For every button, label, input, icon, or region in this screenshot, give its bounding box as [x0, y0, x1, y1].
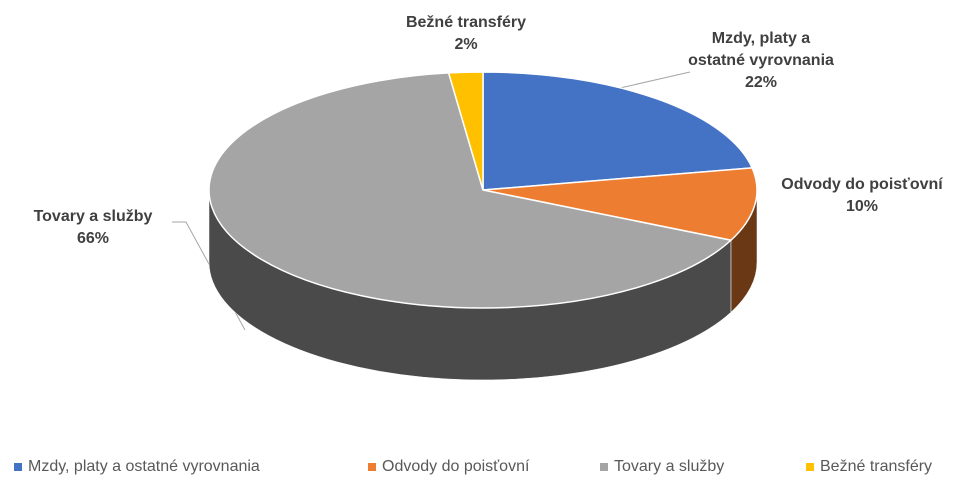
legend-swatch	[368, 463, 376, 471]
label-category: Mzdy, platy a ostatné vyrovnania	[688, 30, 834, 69]
legend-swatch	[14, 463, 22, 471]
legend-text: Odvody do poisťovní	[382, 458, 530, 475]
slice	[447, 71, 484, 191]
legend-item: Bežné transféry	[806, 458, 932, 476]
slice	[208, 72, 733, 309]
label-category: Bežné transféry	[405, 14, 527, 31]
slice	[482, 167, 758, 242]
label-value: 22%	[744, 74, 778, 91]
label-value: 2%	[454, 36, 478, 53]
legend-swatch	[806, 463, 814, 471]
data-label: Tovary a služby 66%	[8, 206, 178, 250]
label-category: Odvody do poisťovní	[781, 176, 943, 193]
data-label: Bežné transféry 2%	[376, 12, 556, 56]
legend-item: Odvody do poisťovní	[368, 458, 529, 476]
slice	[482, 71, 754, 191]
leader-line	[619, 71, 691, 89]
label-value: 66%	[76, 230, 110, 247]
legend-swatch	[600, 463, 608, 471]
legend-text: Tovary a služby	[614, 458, 725, 475]
data-label: Mzdy, platy a ostatné vyrovnania 22%	[686, 28, 836, 94]
label-value: 10%	[845, 198, 879, 215]
data-label: Odvody do poisťovní 10%	[752, 174, 965, 218]
legend-item: Tovary a služby	[600, 458, 724, 476]
legend-text: Mzdy, platy a ostatné vyrovnania	[28, 458, 260, 475]
legend-text: Bežné transféry	[820, 458, 933, 475]
legend-item: Mzdy, platy a ostatné vyrovnania	[14, 458, 260, 476]
label-category: Tovary a služby	[33, 208, 153, 225]
